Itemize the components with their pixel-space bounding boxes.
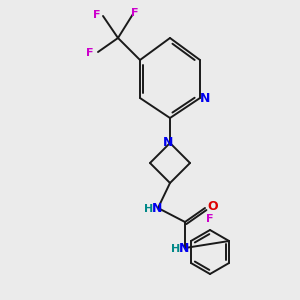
Text: N: N xyxy=(163,136,173,148)
Text: F: F xyxy=(86,48,94,58)
Text: N: N xyxy=(152,202,162,215)
Text: F: F xyxy=(93,10,101,20)
Text: N: N xyxy=(200,92,210,104)
Text: F: F xyxy=(206,214,214,224)
Text: H: H xyxy=(144,204,154,214)
Text: F: F xyxy=(131,8,139,18)
Text: H: H xyxy=(171,244,181,254)
Text: O: O xyxy=(208,200,218,214)
Text: N: N xyxy=(179,242,189,256)
